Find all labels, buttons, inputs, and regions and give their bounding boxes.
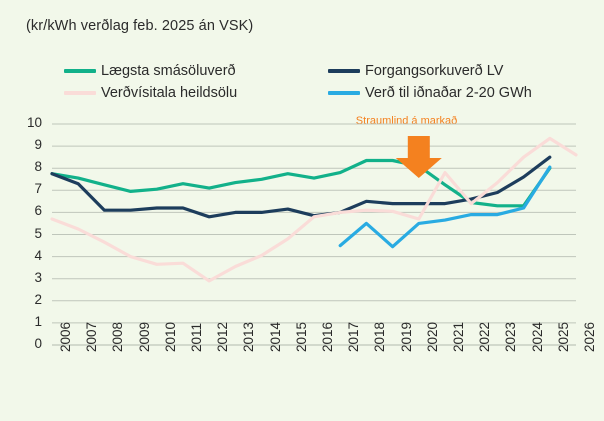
x-axis-tick-2026: 2026 (582, 321, 597, 352)
legend-label-verdvisitala-heildsolu: Verðvísitala heildsölu (101, 85, 238, 101)
legend-swatch-pink (64, 91, 96, 95)
y-axis-tick-3: 3 (34, 269, 42, 285)
x-axis-tick-2014: 2014 (267, 321, 283, 352)
x-axis-tick-2020: 2020 (424, 321, 440, 352)
x-axis-tick-2021: 2021 (451, 321, 466, 352)
y-axis-tick-0: 0 (34, 336, 42, 351)
x-axis-tick-2017: 2017 (346, 321, 362, 352)
x-axis-tick-2024: 2024 (529, 321, 545, 352)
x-axis-tick-2018: 2018 (372, 321, 388, 352)
legend-swatch-lightblue (328, 91, 360, 95)
x-axis-tick-2008: 2008 (110, 321, 126, 352)
y-axis-tick-10: 10 (26, 115, 42, 130)
x-axis-tick-2012: 2012 (215, 321, 231, 352)
y-axis-tick-1: 1 (34, 313, 42, 329)
chart-legend: Lægsta smásöluverð Forgangsorkuverð LV V… (64, 60, 584, 104)
x-axis-tick-2016: 2016 (320, 321, 335, 352)
legend-swatch-navy (328, 69, 360, 73)
legend-swatch-teal (64, 69, 96, 73)
legend-label-forgangsorkuverd-lv: Forgangsorkuverð LV (365, 63, 504, 79)
x-axis-tick-2019: 2019 (398, 321, 414, 352)
x-axis-tick-2025: 2025 (555, 321, 571, 352)
y-axis-tick-8: 8 (34, 159, 42, 175)
x-axis-tick-2010: 2010 (162, 321, 178, 352)
legend-label-laegsta-smasoluverd: Lægsta smásöluverð (101, 63, 236, 79)
x-axis-tick-2022: 2022 (477, 321, 493, 352)
x-axis-tick-2007: 2007 (84, 321, 100, 352)
legend-item-laegsta-smasoluverd: Lægsta smásöluverð (64, 63, 328, 79)
y-axis-tick-9: 9 (34, 137, 42, 153)
y-axis-tick-2: 2 (34, 291, 42, 307)
x-axis-tick-2011: 2011 (189, 322, 204, 352)
legend-item-verd-til-idnadar: Verð til iðnaðar 2-20 GWh (328, 85, 584, 101)
x-axis-tick-2015: 2015 (293, 321, 309, 352)
x-axis-tick-2023: 2023 (503, 321, 519, 352)
legend-item-forgangsorkuverd-lv: Forgangsorkuverð LV (328, 63, 584, 79)
x-axis-tick-2009: 2009 (136, 321, 152, 352)
legend-label-verd-til-idnadar: Verð til iðnaðar 2-20 GWh (365, 85, 532, 101)
x-axis-tick-2006: 2006 (58, 321, 73, 352)
y-axis-tick-4: 4 (34, 247, 42, 263)
legend-item-verdvisitala-heildsolu: Verðvísitala heildsölu (64, 85, 328, 101)
chart-subtitle: (kr/kWh verðlag feb. 2025 án VSK) (26, 18, 254, 34)
y-axis-tick-5: 5 (34, 225, 42, 241)
y-axis-tick-6: 6 (34, 203, 42, 219)
x-axis-tick-2013: 2013 (241, 321, 257, 352)
y-axis-tick-7: 7 (34, 181, 42, 197)
